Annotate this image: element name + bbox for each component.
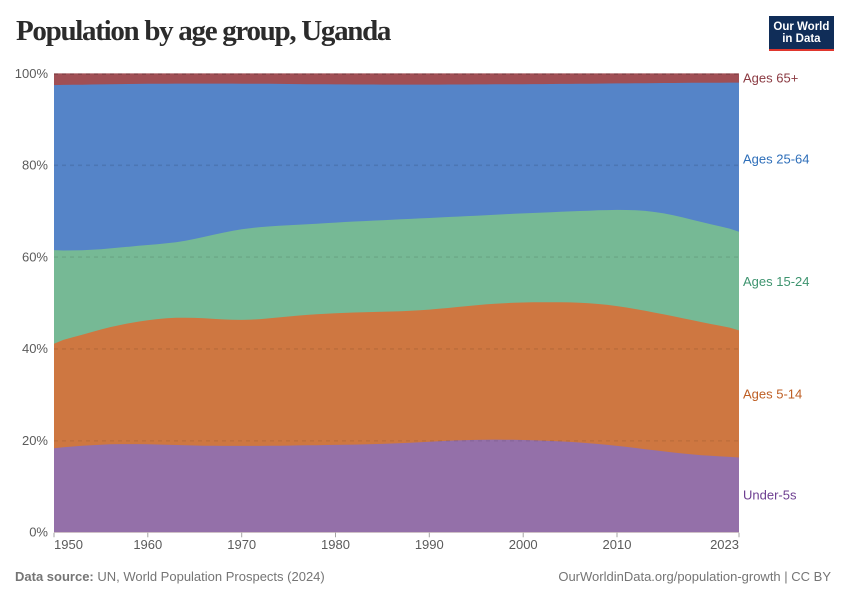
- svg-text:40%: 40%: [22, 341, 48, 356]
- svg-text:Ages 65+: Ages 65+: [743, 71, 798, 86]
- svg-text:Ages 25-64: Ages 25-64: [743, 152, 810, 167]
- svg-text:2023: 2023: [710, 537, 739, 552]
- svg-text:1990: 1990: [415, 537, 444, 552]
- svg-text:80%: 80%: [22, 158, 48, 173]
- svg-text:Ages 5-14: Ages 5-14: [743, 387, 802, 402]
- svg-text:100%: 100%: [15, 66, 49, 81]
- svg-text:1980: 1980: [321, 537, 350, 552]
- svg-text:1950: 1950: [54, 537, 83, 552]
- svg-text:1960: 1960: [133, 537, 162, 552]
- svg-text:Ages 15-24: Ages 15-24: [743, 274, 810, 289]
- svg-text:2010: 2010: [603, 537, 632, 552]
- svg-text:1970: 1970: [227, 537, 256, 552]
- svg-text:20%: 20%: [22, 433, 48, 448]
- svg-text:60%: 60%: [22, 249, 48, 264]
- svg-text:2000: 2000: [509, 537, 538, 552]
- svg-text:0%: 0%: [29, 525, 48, 540]
- svg-text:Under-5s: Under-5s: [743, 488, 797, 503]
